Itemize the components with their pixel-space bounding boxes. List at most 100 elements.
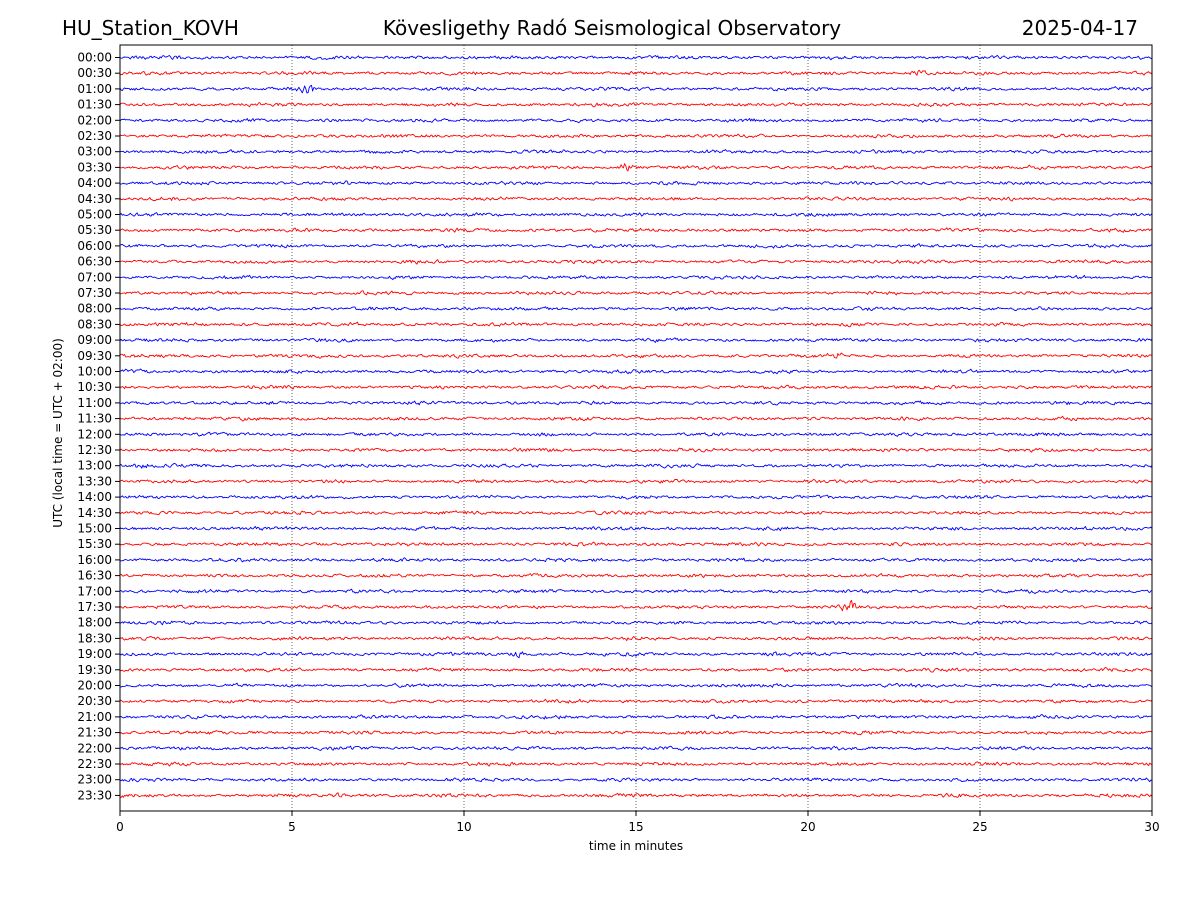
trace-2230 [119,761,1153,767]
x-axis-label: time in minutes [589,839,683,853]
row-time-label: 07:00 [77,270,112,284]
row-time-label: 03:00 [77,145,112,159]
trace-1800 [119,620,1153,626]
row-time-label: 21:30 [77,726,112,740]
row-time-label: 04:00 [77,176,112,190]
row-time-label: 18:30 [77,631,112,645]
trace-0730 [119,290,1153,296]
trace-0430 [119,196,1153,202]
row-time-label: 04:30 [77,192,112,206]
row-time-label: 14:00 [77,490,112,504]
trace-0100 [119,84,1153,94]
trace-1000 [119,368,1153,375]
trace-0900 [119,337,1153,343]
grid-layer [291,45,981,811]
trace-2200 [119,745,1153,751]
trace-0830 [119,321,1153,328]
row-time-label: 02:30 [77,129,112,143]
trace-1730 [119,599,1153,612]
trace-0800 [119,306,1153,312]
trace-1830 [119,635,1153,642]
x-tick-label: 20 [800,820,815,834]
trace-0130 [119,102,1152,108]
trace-1300 [119,463,1153,469]
trace-0700 [119,274,1152,281]
trace-1230 [119,447,1153,453]
row-time-label: 15:30 [77,537,112,551]
x-tick-label: 0 [116,820,124,834]
trace-2130 [119,730,1153,736]
row-time-label: 11:30 [77,412,112,426]
row-time-label: 23:00 [77,773,112,787]
row-time-label: 06:30 [77,255,112,269]
y-axis-label: UTC (local time = UTC + 02:00) [51,338,65,528]
trace-1430 [119,510,1153,516]
trace-1930 [119,667,1153,673]
trace-1200 [119,431,1153,437]
row-time-label: 08:00 [77,302,112,316]
trace-1030 [119,384,1153,390]
trace-1130 [119,415,1153,422]
trace-2300 [119,777,1153,783]
row-time-label: 00:30 [77,66,112,80]
row-time-label: 20:30 [77,694,112,708]
trace-2100 [119,713,1153,720]
trace-0330 [119,163,1153,172]
trace-2000 [119,682,1153,689]
row-time-label: 09:00 [77,333,112,347]
trace-1400 [119,494,1152,500]
row-time-label: 05:30 [77,223,112,237]
trace-0230 [119,133,1153,139]
row-time-label: 00:00 [77,51,112,65]
row-time-label: 20:00 [77,679,112,693]
trace-0530 [119,227,1153,233]
row-time-label: 12:30 [77,443,112,457]
row-time-label: 19:00 [77,647,112,661]
x-tick-label: 5 [288,820,296,834]
trace-0400 [119,180,1153,186]
date-label: 2025-04-17 [1021,16,1138,40]
trace-0600 [120,243,1153,249]
trace-0030 [119,69,1153,76]
trace-2330 [119,792,1153,798]
row-time-label: 10:30 [77,380,112,394]
row-time-label: 17:30 [77,600,112,614]
row-time-label: 02:00 [77,113,112,127]
trace-1500 [119,525,1153,532]
row-time-label: 06:00 [77,239,112,253]
trace-0200 [119,118,1153,124]
row-time-label: 16:00 [77,553,112,567]
row-time-label: 22:00 [77,741,112,755]
trace-1700 [119,588,1153,595]
row-time-label: 19:30 [77,663,112,677]
observatory-title: Kövesligethy Radó Seismological Observat… [382,16,842,40]
row-time-label: 12:00 [77,427,112,441]
trace-0300 [119,149,1153,154]
x-tick-label: 30 [1144,820,1159,834]
x-tick-label: 25 [972,820,987,834]
row-time-label: 11:00 [77,396,112,410]
trace-1630 [119,573,1153,578]
row-time-label: 08:30 [77,317,112,331]
row-time-label: 17:00 [77,584,112,598]
trace-2030 [119,698,1153,704]
trace-0930 [119,352,1153,359]
trace-1600 [119,557,1153,563]
row-time-label: 10:00 [77,365,112,379]
trace-0500 [119,212,1153,217]
row-time-label: 15:00 [77,522,112,536]
row-time-label: 21:00 [77,710,112,724]
trace-0000 [119,54,1153,61]
trace-1330 [119,478,1153,484]
trace-1900 [119,651,1153,659]
trace-1530 [119,541,1153,547]
row-time-label: 01:00 [77,82,112,96]
trace-1100 [119,400,1153,406]
row-time-label: 22:30 [77,757,112,771]
row-time-label: 14:30 [77,506,112,520]
row-time-label: 18:00 [77,616,112,630]
row-time-label: 16:30 [77,569,112,583]
